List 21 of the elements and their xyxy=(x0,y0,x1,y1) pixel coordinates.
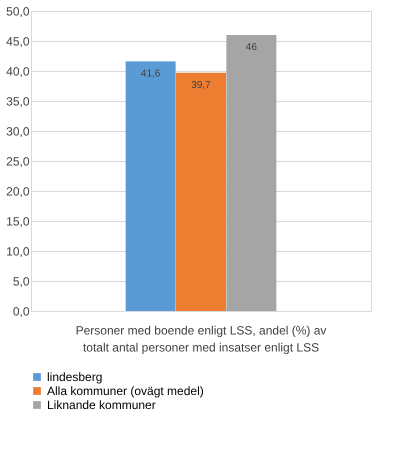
y-tick-label: 45,0 xyxy=(6,34,30,48)
legend-label: Alla kommuner (ovägt medel) xyxy=(47,384,204,398)
y-tick-label: 5,0 xyxy=(12,274,30,288)
legend-label: lindesberg xyxy=(47,370,102,384)
legend-label: Liknande kommuner xyxy=(47,398,156,412)
y-tick-label: 40,0 xyxy=(6,64,30,78)
bar xyxy=(126,61,176,311)
data-label: 39,7 xyxy=(191,80,212,91)
data-label: 41,6 xyxy=(140,68,161,80)
y-tick-label: 30,0 xyxy=(6,124,30,138)
x-tick-label: Personer med boende enligt LSS, andel (%) av totalt antal personer med insatser enligt LSS xyxy=(76,324,326,354)
y-tick-label: 10,0 xyxy=(6,244,30,258)
data-label: 46 xyxy=(246,42,258,53)
y-tick-label: 35,0 xyxy=(6,94,30,108)
y-tick-label: 25,0 xyxy=(6,154,30,168)
y-tick-label: 0,0 xyxy=(12,304,30,318)
bar xyxy=(226,35,276,311)
y-tick-label: 20,0 xyxy=(6,184,30,198)
y-tick-label: 15,0 xyxy=(6,214,30,228)
bar xyxy=(176,72,226,311)
y-tick-label: 50,0 xyxy=(6,4,30,18)
